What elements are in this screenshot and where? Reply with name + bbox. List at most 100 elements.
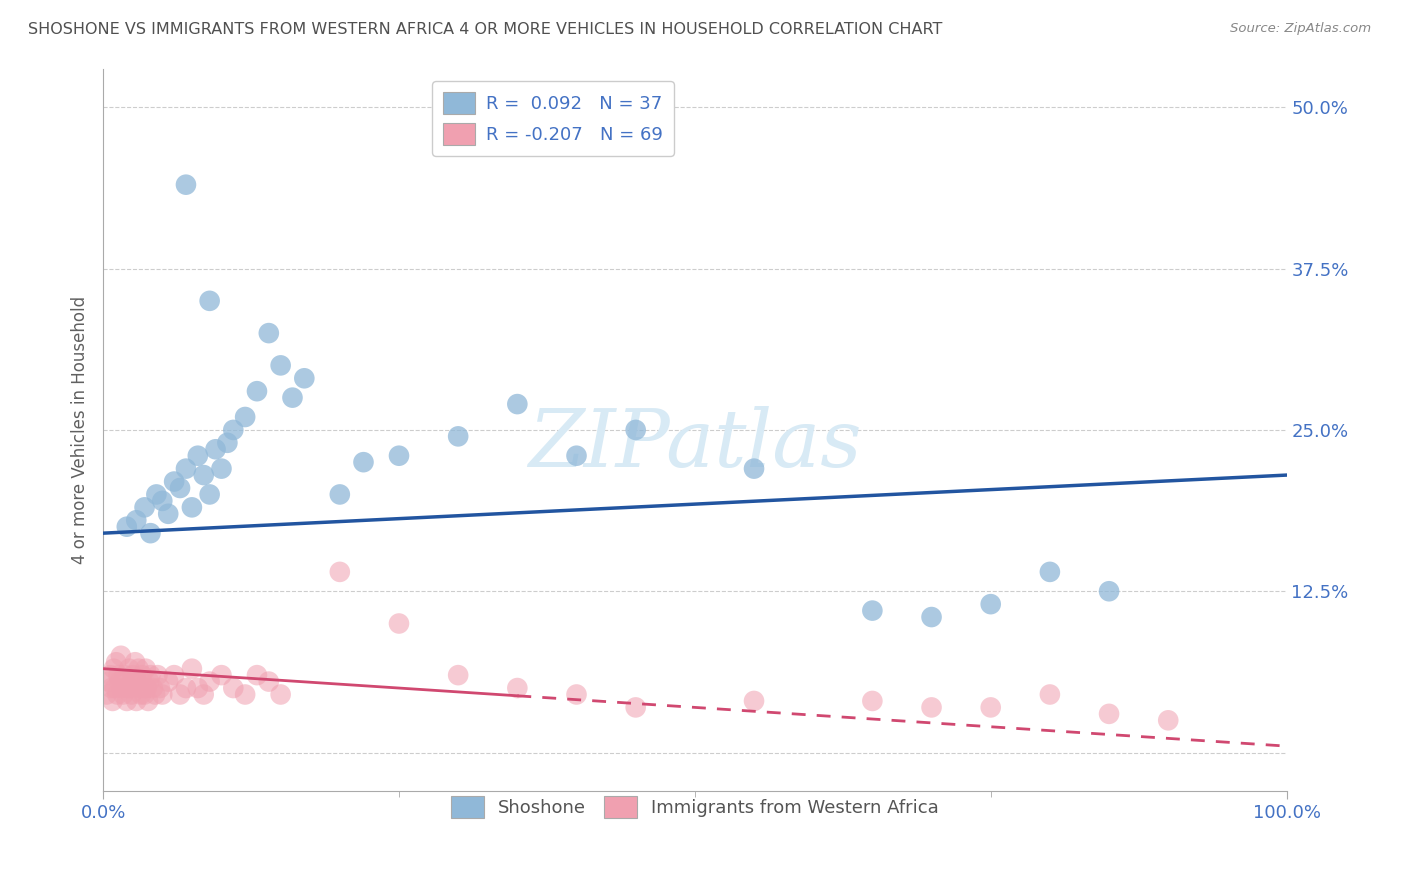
Point: [135, 681, 157, 695]
Point: [565, 688, 588, 702]
Point: [157, 674, 180, 689]
Point: [124, 655, 146, 669]
Point: [198, 293, 221, 308]
Point: [150, 688, 173, 702]
Point: [117, 681, 139, 695]
Point: [105, 688, 128, 702]
Point: [98, 674, 121, 689]
Point: [193, 468, 215, 483]
Point: [138, 674, 160, 689]
Point: [246, 384, 269, 399]
Point: [118, 662, 141, 676]
Point: [1098, 706, 1121, 721]
Point: [921, 700, 943, 714]
Point: [169, 481, 191, 495]
Point: [111, 681, 134, 695]
Point: [157, 507, 180, 521]
Point: [257, 326, 280, 340]
Point: [145, 487, 167, 501]
Point: [222, 423, 245, 437]
Point: [506, 397, 529, 411]
Point: [233, 409, 256, 424]
Point: [108, 674, 131, 689]
Point: [125, 513, 148, 527]
Point: [142, 681, 165, 695]
Point: [742, 461, 765, 475]
Point: [860, 694, 883, 708]
Point: [96, 688, 118, 702]
Point: [100, 681, 122, 695]
Point: [624, 700, 647, 714]
Point: [129, 688, 152, 702]
Point: [860, 604, 883, 618]
Point: [980, 597, 1002, 611]
Point: [211, 668, 233, 682]
Point: [742, 694, 765, 708]
Point: [187, 681, 209, 695]
Point: [163, 668, 186, 682]
Point: [134, 500, 156, 515]
Point: [270, 359, 292, 373]
Point: [565, 449, 588, 463]
Point: [198, 487, 221, 501]
Point: [1098, 584, 1121, 599]
Point: [114, 668, 136, 682]
Point: [163, 475, 186, 489]
Point: [136, 694, 159, 708]
Point: [233, 688, 256, 702]
Point: [1039, 688, 1062, 702]
Point: [180, 500, 202, 515]
Point: [204, 442, 226, 457]
Point: [447, 668, 470, 682]
Y-axis label: 4 or more Vehicles in Household: 4 or more Vehicles in Household: [72, 296, 89, 564]
Point: [114, 674, 136, 689]
Point: [115, 694, 138, 708]
Point: [120, 681, 142, 695]
Point: [127, 674, 149, 689]
Point: [128, 662, 150, 676]
Point: [1157, 714, 1180, 728]
Point: [103, 662, 125, 676]
Point: [198, 674, 221, 689]
Point: [149, 681, 172, 695]
Point: [139, 668, 162, 682]
Point: [143, 688, 166, 702]
Point: [132, 681, 155, 695]
Point: [222, 681, 245, 695]
Point: [187, 449, 209, 463]
Point: [217, 435, 239, 450]
Point: [146, 668, 169, 682]
Point: [353, 455, 375, 469]
Point: [388, 616, 411, 631]
Point: [921, 610, 943, 624]
Point: [174, 178, 197, 192]
Point: [246, 668, 269, 682]
Point: [193, 688, 215, 702]
Point: [128, 681, 150, 695]
Point: [134, 688, 156, 702]
Point: [150, 494, 173, 508]
Point: [292, 371, 315, 385]
Point: [169, 688, 191, 702]
Point: [131, 668, 153, 682]
Point: [174, 681, 197, 695]
Point: [139, 526, 162, 541]
Point: [107, 668, 129, 682]
Point: [180, 662, 202, 676]
Point: [257, 674, 280, 689]
Text: SHOSHONE VS IMMIGRANTS FROM WESTERN AFRICA 4 OR MORE VEHICLES IN HOUSEHOLD CORRE: SHOSHONE VS IMMIGRANTS FROM WESTERN AFRI…: [28, 22, 942, 37]
Point: [112, 688, 135, 702]
Point: [329, 565, 352, 579]
Point: [121, 668, 143, 682]
Point: [122, 674, 145, 689]
Point: [98, 668, 121, 682]
Point: [388, 449, 411, 463]
Point: [135, 662, 157, 676]
Point: [211, 461, 233, 475]
Point: [174, 461, 197, 475]
Point: [447, 429, 470, 443]
Point: [121, 688, 143, 702]
Point: [624, 423, 647, 437]
Point: [115, 519, 138, 533]
Point: [270, 688, 292, 702]
